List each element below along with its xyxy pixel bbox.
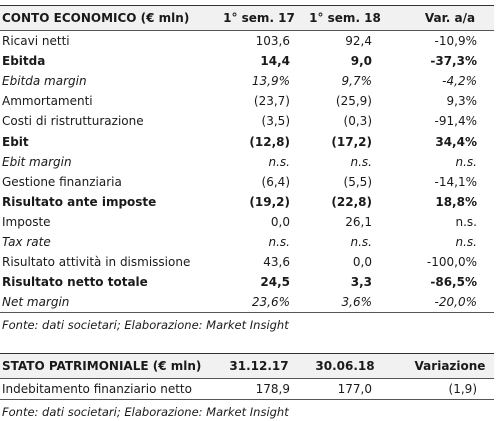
cell: (23,7): [253, 94, 290, 109]
cell: 92,4: [345, 34, 372, 48]
cell: Net margin: [2, 295, 70, 310]
header-cell: 30.06.18: [315, 359, 375, 373]
cell: Ebit margin: [2, 154, 72, 169]
cell: 3,3: [350, 275, 372, 290]
cell: 9,3%: [446, 94, 478, 109]
cell: -91,4%: [434, 114, 477, 129]
cell: Risultato ante imposte: [2, 194, 157, 209]
cell: Risultato attività in dismissione: [2, 255, 191, 270]
cell: n.s.: [350, 154, 373, 169]
cell: -10,9%: [434, 34, 477, 48]
cell: Imposte: [2, 214, 51, 229]
header-cell: Var. a/a: [424, 11, 476, 25]
cell: (12,8): [249, 134, 290, 149]
header-cell: CONTO ECONOMICO (€ mln): [2, 11, 190, 25]
cell: -4,2%: [442, 74, 477, 89]
cell: 177,0: [337, 382, 372, 396]
cell: -100,0%: [426, 255, 477, 270]
cell: n.s.: [268, 235, 291, 249]
cell: 178,9: [255, 382, 290, 396]
header-band: [0, 5, 494, 31]
header-cell: 1° sem. 18: [309, 11, 381, 25]
cell: Ammortamenti: [2, 94, 93, 109]
table-rule: [0, 399, 494, 400]
header-band: [0, 353, 494, 379]
cell: -86,5%: [430, 275, 477, 290]
table-rule: [0, 312, 494, 314]
cell: 0,0: [270, 214, 290, 229]
cell: Ricavi netti: [2, 34, 70, 48]
cell: -37,3%: [430, 54, 477, 69]
cell: 13,9%: [251, 74, 290, 89]
cell: Tax rate: [2, 235, 51, 249]
source-note: Fonte: dati societari; Elaborazione: Mar…: [2, 405, 289, 419]
cell: 103,6: [255, 34, 290, 48]
cell: n.s.: [268, 154, 291, 169]
cell: 0,0: [352, 255, 372, 270]
cell: Ebit: [2, 134, 29, 149]
cell: 43,6: [263, 255, 290, 270]
header-cell: STATO PATRIMONIALE (€ mln): [2, 359, 202, 373]
header-cell: 1° sem. 17: [223, 11, 295, 25]
cell: (0,3): [343, 114, 372, 129]
cell: 14,4: [260, 54, 290, 69]
cell: (25,9): [335, 94, 372, 109]
header-cell: Variazione: [414, 359, 486, 373]
cell: 26,1: [345, 214, 372, 229]
cell: (6,4): [261, 174, 290, 189]
cell: Risultato netto totale: [2, 275, 148, 290]
cell: Costi di ristrutturazione: [2, 114, 144, 129]
cell: (17,2): [331, 134, 372, 149]
cell: (3,5): [261, 114, 290, 129]
source-note: Fonte: dati societari; Elaborazione: Mar…: [2, 318, 289, 333]
cell: (22,8): [331, 194, 372, 209]
cell: (1,9): [448, 382, 477, 396]
cell: n.s.: [455, 235, 478, 249]
cell: Ebitda: [2, 54, 46, 69]
cell: n.s.: [455, 214, 478, 229]
cell: (19,2): [249, 194, 290, 209]
cell: Indebitamento finanziario netto: [2, 382, 192, 396]
cell: (5,5): [343, 174, 372, 189]
cell: 9,7%: [341, 74, 373, 89]
cell: 18,8%: [435, 194, 477, 209]
cell: n.s.: [455, 154, 478, 169]
cell: -14,1%: [434, 174, 477, 189]
cell: n.s.: [350, 235, 373, 249]
cell: Gestione finanziaria: [2, 174, 122, 189]
cell: 9,0: [350, 54, 372, 69]
header-cell: 31.12.17: [229, 359, 289, 373]
cell: 24,5: [260, 275, 290, 290]
cell: 3,6%: [341, 295, 373, 310]
cell: Ebitda margin: [2, 74, 87, 89]
cell: 34,4%: [435, 134, 477, 149]
cell: -20,0%: [434, 295, 477, 310]
cell: 23,6%: [251, 295, 290, 310]
